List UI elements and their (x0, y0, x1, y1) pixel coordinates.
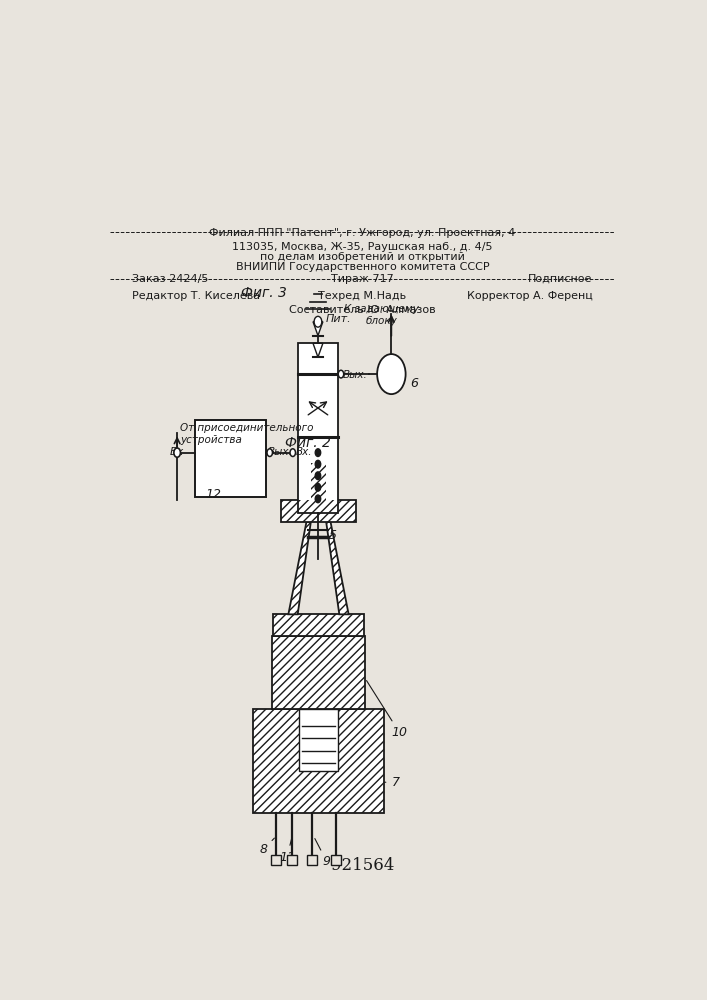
Circle shape (267, 449, 272, 456)
Text: 7: 7 (385, 776, 399, 789)
Text: 11: 11 (279, 839, 295, 864)
Polygon shape (313, 343, 323, 357)
Text: Филиал ППП "Патент", г. Ужгород, ул. Проектная, 4: Филиал ППП "Патент", г. Ужгород, ул. Про… (209, 228, 515, 238)
Text: 8: 8 (259, 838, 274, 856)
Text: Фиг. 3: Фиг. 3 (241, 286, 286, 300)
Text: Фиг. 2: Фиг. 2 (285, 436, 330, 450)
Bar (272, 636, 365, 709)
Text: К задающему
блоку: К задающему блоку (344, 304, 419, 326)
Text: 113035, Москва, Ж-35, Раушская наб., д. 4/5: 113035, Москва, Ж-35, Раушская наб., д. … (232, 242, 493, 252)
Bar (272, 636, 365, 709)
Circle shape (315, 472, 321, 480)
Text: Пит.: Пит. (326, 314, 351, 324)
Circle shape (174, 448, 180, 457)
Text: 921564: 921564 (331, 857, 394, 874)
Polygon shape (311, 463, 326, 500)
Text: Составитель Ю. Алмазов: Составитель Ю. Алмазов (289, 305, 436, 315)
Bar (331, 855, 341, 865)
Text: Вых.: Вых. (343, 370, 368, 380)
Bar (281, 500, 356, 522)
Text: Вх.: Вх. (296, 447, 312, 457)
Text: 9: 9 (315, 839, 331, 868)
Bar (273, 614, 364, 636)
Circle shape (314, 316, 322, 327)
Bar (281, 500, 356, 522)
Text: 5: 5 (329, 529, 337, 542)
Bar (307, 855, 317, 865)
Text: Техред М.Надь: Техред М.Надь (318, 291, 407, 301)
Circle shape (338, 370, 344, 378)
Text: 12: 12 (205, 488, 221, 501)
Text: Вых.: Вых. (268, 447, 293, 457)
Circle shape (315, 495, 321, 503)
Bar (299, 709, 338, 771)
Bar (287, 855, 297, 865)
Bar (253, 709, 385, 813)
Text: Подписное: Подписное (528, 274, 592, 284)
Polygon shape (288, 522, 311, 614)
Bar (195, 420, 267, 497)
Circle shape (290, 449, 296, 456)
Circle shape (315, 449, 321, 456)
Text: Тираж 717: Тираж 717 (331, 274, 394, 284)
Bar (271, 855, 281, 865)
Text: по делам изобретений и открытий: по делам изобретений и открытий (260, 252, 464, 262)
Circle shape (315, 483, 321, 491)
Text: Вх: Вх (170, 447, 184, 457)
Circle shape (315, 460, 321, 468)
Circle shape (377, 354, 406, 394)
Polygon shape (326, 522, 349, 614)
Text: Редактор Т. Киселева: Редактор Т. Киселева (132, 291, 260, 301)
Bar (253, 709, 385, 813)
Bar (273, 614, 364, 636)
Text: ВНИИПИ Государственного комитета СССР: ВНИИПИ Государственного комитета СССР (235, 262, 489, 272)
Text: От присоединительного
устройства: От присоединительного устройства (180, 423, 314, 445)
Text: Заказ 2424/5: Заказ 2424/5 (132, 274, 209, 284)
Polygon shape (313, 322, 323, 336)
Text: 10: 10 (366, 681, 407, 739)
Text: Корректор А. Ференц: Корректор А. Ференц (467, 291, 592, 301)
Bar (298, 343, 338, 513)
Text: 6: 6 (410, 377, 418, 390)
